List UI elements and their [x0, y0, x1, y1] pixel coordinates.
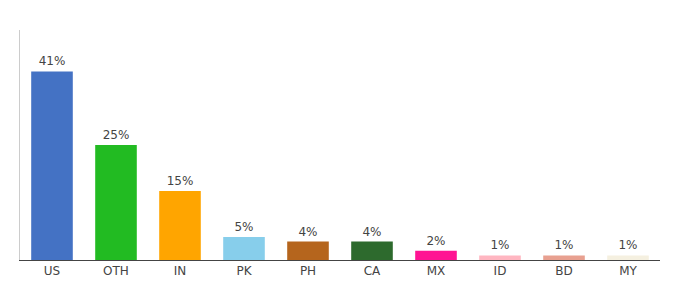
svg-text:2%: 2% [426, 234, 445, 248]
svg-text:4%: 4% [362, 225, 381, 239]
svg-text:CA: CA [364, 264, 381, 278]
svg-text:BD: BD [555, 264, 572, 278]
svg-text:PH: PH [300, 264, 316, 278]
svg-text:1%: 1% [554, 238, 573, 252]
svg-text:4%: 4% [298, 225, 317, 239]
svg-text:41%: 41% [39, 54, 66, 68]
svg-text:MX: MX [427, 264, 446, 278]
svg-text:IN: IN [174, 264, 187, 278]
svg-text:OTH: OTH [103, 264, 129, 278]
svg-text:1%: 1% [490, 238, 509, 252]
svg-text:PK: PK [236, 264, 252, 278]
svg-text:25%: 25% [103, 128, 130, 142]
svg-text:15%: 15% [167, 174, 194, 188]
svg-text:1%: 1% [618, 238, 637, 252]
svg-text:5%: 5% [234, 220, 253, 234]
svg-text:MY: MY [619, 264, 637, 278]
svg-text:US: US [44, 264, 60, 278]
svg-text:ID: ID [494, 264, 507, 278]
